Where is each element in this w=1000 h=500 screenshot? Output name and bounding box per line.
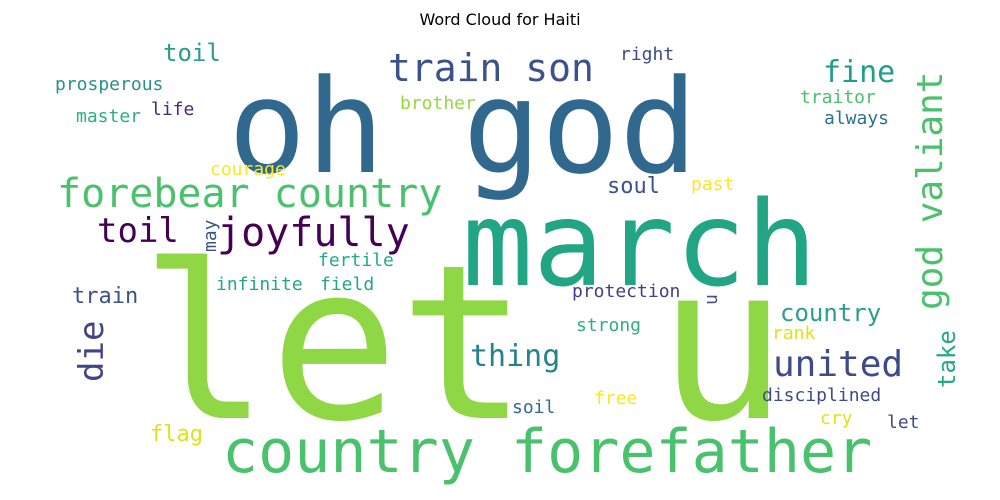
word-god-valiant-5: god valiant	[910, 72, 951, 310]
word-take-14: take	[933, 330, 961, 388]
word-march-2: march	[462, 175, 817, 313]
word-thing-11: thing	[470, 339, 560, 374]
word-soul-16: soul	[607, 174, 660, 199]
word-courage-25: courage	[210, 159, 286, 180]
word-protection-31: protection	[572, 281, 680, 302]
word-u-32: u	[701, 294, 722, 305]
word-free-37: free	[594, 388, 637, 409]
word-may-27: may	[200, 219, 221, 252]
word-train-17: train	[72, 284, 138, 309]
word-flag-39: flag	[150, 422, 203, 447]
word-toil-8: toil	[97, 211, 179, 251]
word-oh-god-1: oh god	[228, 51, 698, 203]
word-infinite-29: infinite	[216, 274, 303, 295]
word-always-24: always	[824, 108, 889, 129]
word-die-12: die	[72, 321, 112, 382]
word-let-u-0: let u	[140, 218, 787, 469]
word-country-13: country	[780, 299, 881, 327]
word-train-son-6: train son	[388, 46, 594, 90]
word-toil-15: toil	[163, 39, 221, 67]
word-let-40: let	[887, 412, 920, 433]
word-forebear-country-4: forebear country	[57, 171, 442, 217]
chart-title: Word Cloud for Haiti	[419, 10, 581, 29]
word-joyfully-7: joyfully	[217, 210, 410, 256]
word-fine-10: fine	[823, 55, 895, 90]
word-past-26: past	[691, 174, 734, 195]
word-strong-33: strong	[576, 315, 641, 336]
word-fertile-28: fertile	[318, 250, 394, 271]
word-field-30: field	[320, 274, 374, 295]
word-cry-38: cry	[820, 408, 853, 429]
word-brother-21: brother	[400, 93, 476, 114]
word-united-9: united	[773, 344, 903, 385]
word-right-22: right	[620, 44, 674, 65]
word-disciplined-35: disciplined	[762, 385, 881, 406]
word-master-19: master	[76, 106, 141, 127]
word-soil-36: soil	[512, 397, 555, 418]
word-rank-34: rank	[772, 323, 816, 344]
word-prosperous-18: prosperous	[55, 74, 163, 95]
word-traitor-23: traitor	[800, 87, 876, 108]
word-country-forefather-3: country forefather	[222, 417, 872, 487]
word-life-20: life	[151, 99, 194, 120]
